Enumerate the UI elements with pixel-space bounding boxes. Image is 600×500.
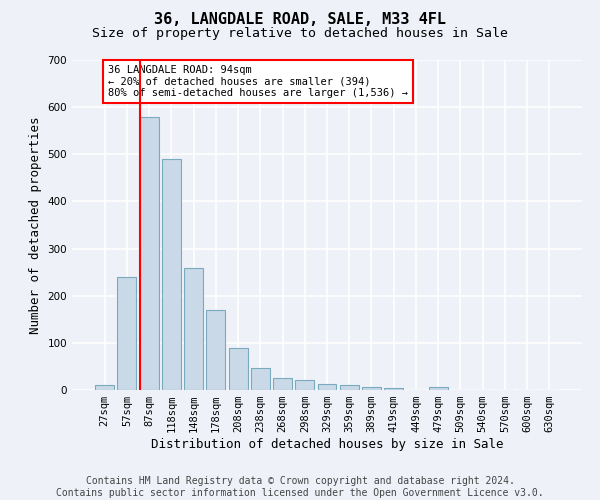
Bar — [429, 386, 448, 390]
Text: Contains HM Land Registry data © Crown copyright and database right 2024.
Contai: Contains HM Land Registry data © Crown c… — [56, 476, 544, 498]
Bar — [229, 348, 248, 390]
Bar — [317, 384, 337, 390]
Bar — [340, 386, 359, 390]
X-axis label: Distribution of detached houses by size in Sale: Distribution of detached houses by size … — [151, 438, 503, 451]
Bar — [295, 380, 314, 390]
Bar — [118, 277, 136, 390]
Bar — [206, 310, 225, 390]
Bar — [140, 116, 158, 390]
Bar — [95, 386, 114, 390]
Text: 36, LANGDALE ROAD, SALE, M33 4FL: 36, LANGDALE ROAD, SALE, M33 4FL — [154, 12, 446, 28]
Bar — [162, 159, 181, 390]
Text: Size of property relative to detached houses in Sale: Size of property relative to detached ho… — [92, 28, 508, 40]
Text: 36 LANGDALE ROAD: 94sqm
← 20% of detached houses are smaller (394)
80% of semi-d: 36 LANGDALE ROAD: 94sqm ← 20% of detache… — [108, 64, 408, 98]
Bar — [273, 378, 292, 390]
Bar — [184, 268, 203, 390]
Y-axis label: Number of detached properties: Number of detached properties — [29, 116, 42, 334]
Bar — [362, 386, 381, 390]
Bar — [384, 388, 403, 390]
Bar — [251, 368, 270, 390]
